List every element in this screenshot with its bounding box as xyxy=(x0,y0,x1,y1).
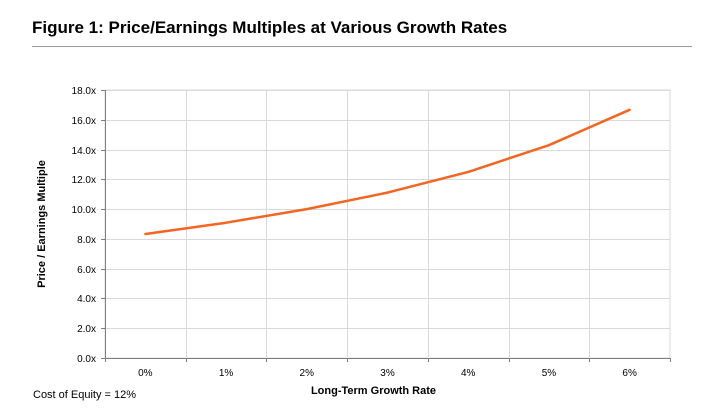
figure-title: Figure 1: Price/Earnings Multiples at Va… xyxy=(32,18,508,37)
footnote-cost-of-equity: Cost of Equity = 12% xyxy=(33,389,137,401)
data-point xyxy=(467,171,469,173)
y-tick-label: 16.0x xyxy=(72,116,96,127)
data-point xyxy=(306,208,308,210)
x-tick-label: 0% xyxy=(138,368,153,379)
series-line xyxy=(144,108,631,236)
x-tick-label: 5% xyxy=(542,368,557,379)
data-point xyxy=(629,109,631,111)
data-point xyxy=(144,233,146,235)
x-tick-label: 6% xyxy=(622,368,637,379)
x-tick-label: 3% xyxy=(380,368,395,379)
x-tick-label: 1% xyxy=(219,368,234,379)
y-tick-label: 18.0x xyxy=(72,86,96,97)
y-tick-label: 12.0x xyxy=(72,175,96,186)
x-tick-label: 2% xyxy=(300,368,315,379)
y-tick-label: 2.0x xyxy=(77,324,96,335)
x-tick-label: 4% xyxy=(461,368,476,379)
y-tick-label: 0.0x xyxy=(77,354,96,365)
data-point xyxy=(548,144,550,146)
y-tick-label: 8.0x xyxy=(77,235,96,246)
y-tick-label: 10.0x xyxy=(72,205,96,216)
x-axis-title: Long-Term Growth Rate xyxy=(311,385,436,397)
y-axis-title: Price / Earnings Multiple xyxy=(36,160,48,288)
data-point xyxy=(225,222,227,224)
data-point xyxy=(386,191,389,194)
y-tick-label: 6.0x xyxy=(77,265,96,276)
y-tick-label: 4.0x xyxy=(77,294,96,305)
title-divider xyxy=(32,46,692,47)
y-tick-label: 14.0x xyxy=(72,146,96,157)
